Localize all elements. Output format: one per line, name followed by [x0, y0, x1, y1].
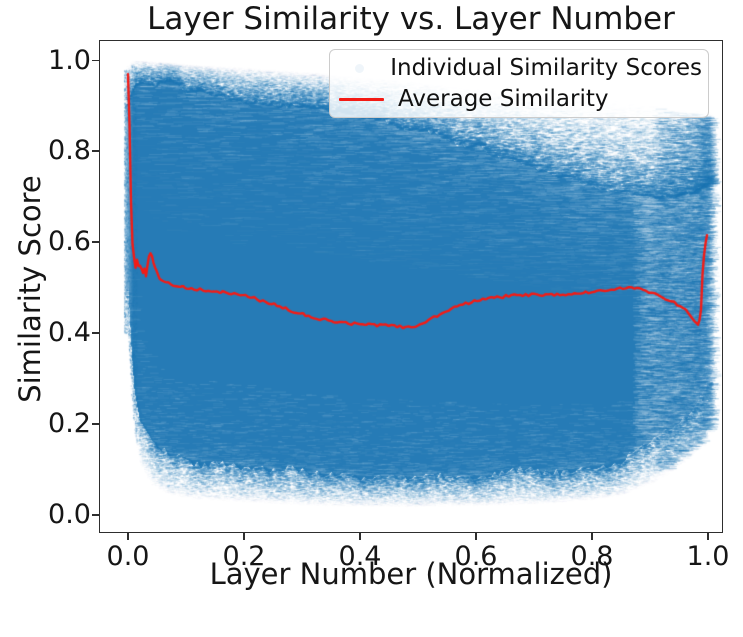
x-axis-tick-label: 0.2 [222, 541, 266, 572]
y-axis-tick-label: 0.8 [48, 135, 91, 167]
x-axis-tick [127, 533, 129, 540]
x-axis-tick-label: 0.0 [106, 541, 150, 572]
y-axis-tick [92, 241, 99, 244]
x-axis-tick [591, 533, 593, 540]
average-line-legend-marker [339, 97, 384, 101]
y-axis-tick [92, 332, 99, 335]
x-axis-tick [475, 533, 477, 540]
x-axis-tick [707, 533, 709, 540]
x-axis-title: Layer Number (Normalized) [209, 557, 613, 591]
legend-item-individual-scores: Individual Similarity Scores [336, 53, 702, 83]
y-axis-tick [92, 150, 99, 153]
x-axis-tick-label: 1.0 [686, 541, 730, 572]
scatter-legend-marker [355, 63, 364, 73]
x-axis-tick-label: 0.4 [338, 541, 382, 572]
legend-item-average-similarity: Average Similarity [336, 84, 702, 114]
y-axis-tick-label: 1.0 [48, 44, 91, 76]
legend-label-average-similarity: Average Similarity [398, 86, 609, 112]
chart-title: Layer Similarity vs. Layer Number [147, 1, 675, 37]
x-axis-tick-label: 0.6 [454, 541, 498, 572]
y-axis-tick-label: 0.4 [48, 317, 91, 349]
x-axis-tick [243, 533, 245, 540]
legend-box: Individual Similarity Scores Average Sim… [329, 49, 709, 118]
x-axis-tick [359, 533, 361, 540]
legend-handle [336, 97, 398, 101]
y-axis-tick [92, 59, 99, 62]
y-axis-title: Similarity Score [13, 175, 47, 403]
x-axis-tick-label: 0.8 [570, 541, 614, 572]
y-axis-tick-label: 0.6 [48, 226, 91, 258]
y-axis-tick [92, 423, 99, 426]
legend-label-individual-scores: Individual Similarity Scores [390, 55, 702, 81]
legend-handle [336, 63, 390, 73]
y-axis-tick-label: 0.2 [48, 408, 91, 440]
y-axis-tick [92, 514, 99, 516]
y-axis-tick-label: 0.0 [48, 499, 91, 530]
